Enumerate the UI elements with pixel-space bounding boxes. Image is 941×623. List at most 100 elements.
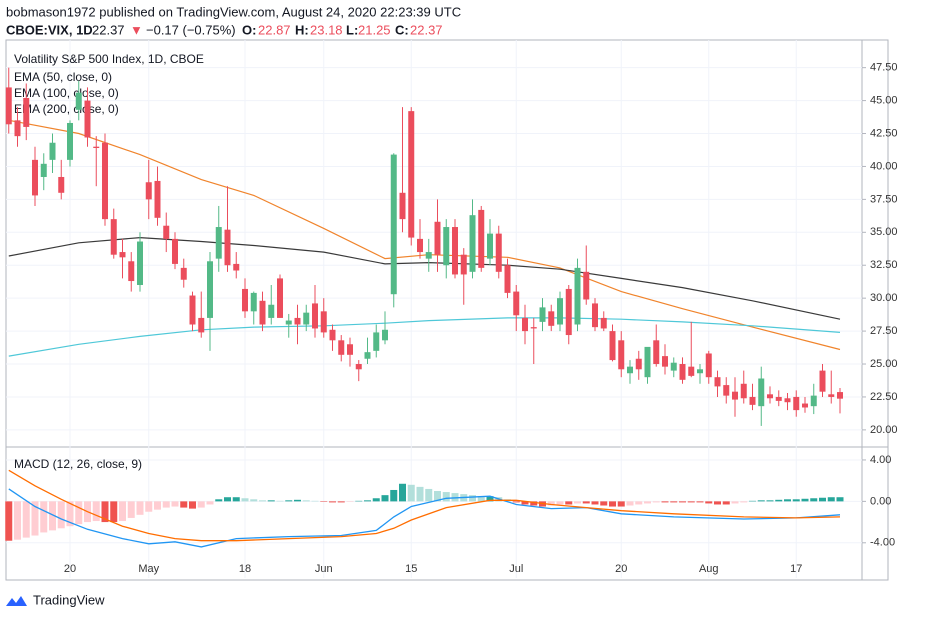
last-price: 22.37 [92,22,125,37]
candle-body [452,227,458,275]
candle-body [303,312,310,325]
macd-bar [565,501,573,505]
macd-bar [136,501,144,515]
macd-bar [14,501,21,540]
macd-bar [311,500,319,502]
x-tick-label: Jul [509,563,523,575]
candle-body [592,303,598,328]
candle-body [819,370,826,392]
macd-bar [477,496,485,502]
macd-bar [574,501,581,504]
macd-bar [154,501,161,510]
candle-body [364,352,371,359]
candle-body [110,219,117,255]
legend-entry: EMA (50, close, 0) [14,70,112,84]
change: −0.17 (−0.75%) [146,22,236,37]
candle-body [749,396,756,405]
candle-body [268,304,275,318]
candle-body [329,329,336,341]
candle-body [574,267,581,325]
candle-body [355,364,362,370]
candle-body [373,332,380,351]
open: 22.87 [258,22,291,37]
candle-body [49,142,56,160]
candle-body [425,252,432,259]
candle-body [163,225,170,239]
macd-bar [731,501,739,504]
macd-bar [469,495,476,502]
candle-body [215,227,222,259]
macd-bar [434,491,441,502]
candle-body [145,182,152,200]
change-arrow: ▼ [130,22,143,37]
macd-bar [381,495,389,502]
macd-bar [600,501,608,506]
candle-body [137,241,143,285]
candle-body [723,385,730,396]
candle-body [565,288,572,336]
macd-bar [425,488,433,502]
candle-body [705,353,712,378]
candle-body [627,366,633,374]
macd-bar [337,501,345,503]
macd-bar [827,497,835,502]
macd-bar [644,501,651,504]
macd-bar [679,501,686,503]
candle-body [75,92,82,110]
x-tick-label: 20 [615,563,627,575]
macd-bar [399,483,406,502]
macd-bar [127,501,135,518]
candle-body [93,146,100,149]
candle-body [662,356,668,367]
macd-bar [224,497,231,502]
candle-body [224,229,231,266]
y-tick-label: 32.50 [870,259,898,271]
candle-body [469,215,476,272]
candle-body [399,192,406,220]
candle-body [119,252,126,258]
candle-body [102,142,108,220]
candle-body [242,288,248,312]
macd-bar [582,501,590,504]
macd-bar [617,501,625,507]
chart-frame [5,39,889,581]
candle-body [382,329,388,341]
candle-body [390,154,397,295]
macd-bar [547,501,555,506]
macd-bar [687,501,695,503]
macd-bar [740,501,748,503]
candle-body [688,366,695,376]
open-label: O: [242,22,256,37]
x-tick-label: 18 [239,563,251,575]
y-tick-label: 20.00 [870,424,898,436]
candle-body [434,221,441,255]
candle-body [600,317,607,329]
macd-bar [390,489,398,502]
macd-bar [705,501,713,504]
macd-bar [635,501,643,505]
macd-bar [171,501,179,507]
candle-body [5,87,12,125]
candle-body [522,317,528,332]
macd-bar [757,500,765,502]
macd-bar [486,496,494,502]
macd-bar [407,484,415,502]
candle-body [697,369,703,374]
y-tick-label: 0.00 [870,495,891,507]
x-tick-label: May [138,563,159,575]
y-tick-label: 37.50 [870,193,898,205]
candle-body [495,233,502,272]
macd-bar [364,500,371,502]
candle-body [618,340,625,370]
candle-body [635,358,642,370]
macd-bar [5,501,13,541]
macd-line [8,488,841,548]
macd-bar [197,501,205,508]
candle-body [609,331,616,361]
candle-body [784,398,791,403]
macd-bar [101,501,109,523]
macd-bar [49,501,56,531]
macd-bar [75,501,83,525]
y-tick-label: 47.50 [870,62,898,74]
macd-bar [110,501,118,523]
